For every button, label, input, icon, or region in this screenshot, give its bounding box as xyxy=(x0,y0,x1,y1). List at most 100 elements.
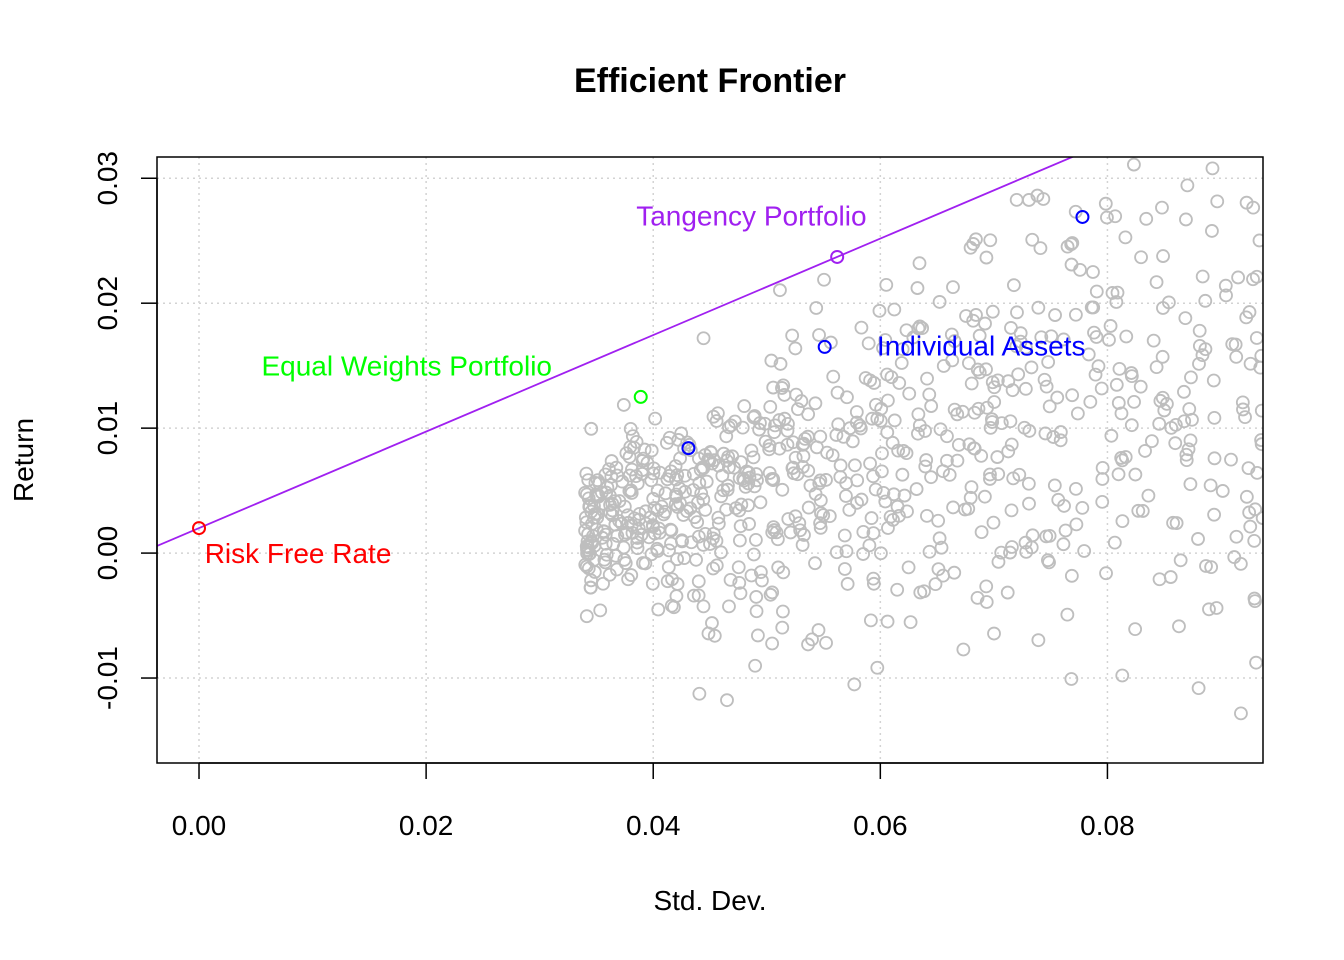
x-tick-label-4: 0.08 xyxy=(1080,810,1135,841)
random-portfolio-point xyxy=(1177,414,1192,429)
random-portfolio-point xyxy=(1249,269,1263,284)
random-portfolios xyxy=(578,157,1263,721)
random-portfolio-point xyxy=(850,473,865,488)
random-portfolio-point xyxy=(820,445,834,460)
random-portfolio-point xyxy=(749,533,763,547)
random-portfolio-point xyxy=(1017,420,1032,435)
random-portfolio-point xyxy=(589,488,604,503)
random-portfolio-point xyxy=(1047,478,1062,493)
random-portfolio-point xyxy=(1094,381,1109,396)
random-portfolio-point xyxy=(654,499,669,514)
random-portfolio-point xyxy=(919,453,934,467)
random-portfolio-point xyxy=(661,560,676,575)
random-portfolio-point xyxy=(1144,434,1159,449)
random-portfolio-point xyxy=(850,495,864,510)
random-portfolio-point xyxy=(1254,403,1263,418)
random-portfolio-point xyxy=(879,277,894,292)
random-portfolio-point xyxy=(701,452,716,467)
random-portfolio-point xyxy=(915,321,930,336)
plot-frame xyxy=(156,156,1264,764)
random-portfolio-point xyxy=(918,459,933,474)
individual-assets-label: Individual Assets xyxy=(877,331,1086,362)
random-portfolio-point xyxy=(840,577,855,591)
random-portfolio-point xyxy=(1044,329,1059,344)
random-portfolio-point xyxy=(1234,706,1248,721)
random-portfolio-point xyxy=(969,308,983,322)
random-portfolio-point xyxy=(1127,157,1141,172)
random-portfolio-point xyxy=(1179,453,1194,468)
y-tick-label-1: 0.00 xyxy=(92,526,123,581)
random-portfolio-point xyxy=(883,509,898,524)
random-portfolio-point xyxy=(1199,559,1213,573)
random-portfolio-point xyxy=(1242,505,1257,520)
random-portfolio-point xyxy=(959,309,973,323)
random-portfolio-point xyxy=(808,556,822,571)
random-portfolio-point xyxy=(1019,544,1034,559)
random-portfolio-point xyxy=(1191,681,1206,695)
y-tick-label-4: 0.03 xyxy=(92,151,123,206)
random-portfolio-point xyxy=(811,623,826,637)
random-portfolio-point xyxy=(1164,420,1179,435)
random-portfolio-point xyxy=(1218,278,1233,293)
grid-lines xyxy=(157,157,1263,763)
random-portfolio-point xyxy=(691,588,706,603)
random-portfolio-point xyxy=(785,328,800,343)
random-portfolio-point xyxy=(985,415,1000,429)
random-portfolio-point xyxy=(721,420,736,435)
random-portfolio-point xyxy=(692,686,707,701)
random-portfolio-point xyxy=(674,533,689,548)
random-portfolio-point xyxy=(1086,300,1101,315)
random-portfolio-point xyxy=(1191,532,1205,546)
random-portfolio-point xyxy=(1095,472,1110,486)
random-portfolio-point xyxy=(621,515,636,530)
random-portfolio-point xyxy=(912,319,927,334)
random-portfolio-point xyxy=(964,480,979,495)
random-portfolio-point xyxy=(1114,451,1129,465)
random-portfolio-point xyxy=(946,280,960,295)
random-portfolio-point xyxy=(829,545,844,560)
random-portfolio-point xyxy=(892,508,906,523)
random-portfolio-point xyxy=(706,561,721,576)
random-portfolio-point xyxy=(839,476,854,491)
random-portfolio-point xyxy=(605,503,620,518)
random-portfolio-point xyxy=(768,418,782,433)
random-portfolio-point xyxy=(826,369,841,384)
random-portfolio-point xyxy=(863,613,878,628)
equal-weights-point-1 xyxy=(633,389,648,404)
random-portfolio-point xyxy=(920,508,934,523)
random-portfolio-point xyxy=(705,616,719,630)
random-portfolio-point xyxy=(583,580,598,595)
random-portfolio-point xyxy=(1168,436,1183,451)
random-portfolio-point xyxy=(1057,499,1071,513)
random-portfolio-point xyxy=(762,438,777,453)
random-portfolio-point xyxy=(581,491,596,506)
random-portfolio-point xyxy=(946,500,960,515)
random-portfolio-point xyxy=(742,517,756,531)
random-portfolio-point xyxy=(1025,528,1040,543)
random-portfolio-point xyxy=(963,490,978,505)
random-portfolio-point xyxy=(1173,553,1188,568)
random-portfolio-point xyxy=(709,558,724,573)
random-portfolio-point xyxy=(1157,403,1172,418)
random-portfolio-point xyxy=(1155,200,1169,215)
random-portfolio-point xyxy=(1138,444,1152,458)
random-portfolio-point xyxy=(645,518,660,533)
random-portfolio-point xyxy=(696,492,711,507)
random-portfolio-point xyxy=(650,483,665,498)
random-portfolio-point xyxy=(1238,410,1252,425)
random-portfolio-point xyxy=(646,466,661,481)
random-portfolio-point xyxy=(648,411,663,426)
random-portfolio-point xyxy=(1166,515,1180,530)
random-portfolio-point xyxy=(1056,537,1071,552)
random-portfolio-point xyxy=(951,437,966,452)
random-portfolio-point xyxy=(673,451,687,466)
random-portfolio-point xyxy=(947,565,962,580)
random-portfolio-point xyxy=(602,462,616,477)
random-portfolio-point xyxy=(674,426,689,441)
random-portfolio-point xyxy=(579,466,594,481)
random-portfolio-point xyxy=(795,538,810,552)
random-portfolio-point xyxy=(1003,545,1017,560)
random-portfolio-point xyxy=(994,416,1009,431)
random-portfolio-point xyxy=(775,620,790,635)
random-portfolio-point xyxy=(1037,372,1052,387)
